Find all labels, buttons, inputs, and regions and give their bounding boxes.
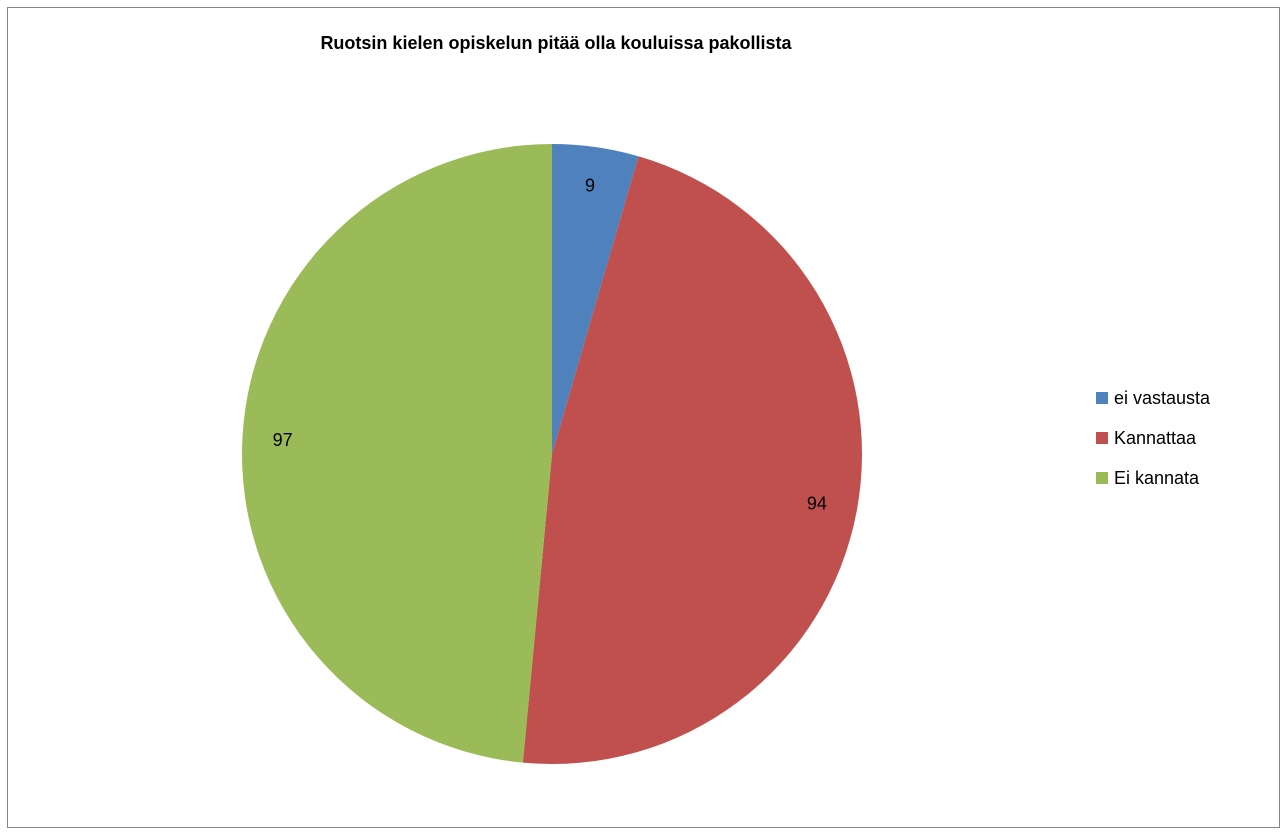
pie-slice-kannattaa <box>522 156 863 764</box>
chart-title: Ruotsin kielen opiskelun pitää olla koul… <box>320 33 792 53</box>
legend: ei vastausta Kannattaa Ei kannata <box>1096 388 1210 508</box>
legend-item: Ei kannata <box>1096 468 1210 488</box>
legend-item: ei vastausta <box>1096 388 1210 408</box>
legend-label: Kannattaa <box>1114 427 1197 448</box>
legend-item: Kannattaa <box>1096 428 1210 448</box>
data-label: 94 <box>807 493 827 513</box>
pie-slice-ei-kannata <box>242 144 552 763</box>
legend-label: ei vastausta <box>1114 387 1211 408</box>
legend-swatch <box>1096 392 1108 404</box>
pie-slice-ei-vastausta <box>552 144 639 454</box>
data-labels: 9 94 97 <box>273 176 827 514</box>
legend-swatch <box>1096 472 1108 484</box>
data-label: 97 <box>273 430 293 450</box>
data-label: 9 <box>585 176 595 196</box>
legend-swatch <box>1096 432 1108 444</box>
pie-slices <box>242 144 863 764</box>
legend-label: Ei kannata <box>1114 467 1200 488</box>
